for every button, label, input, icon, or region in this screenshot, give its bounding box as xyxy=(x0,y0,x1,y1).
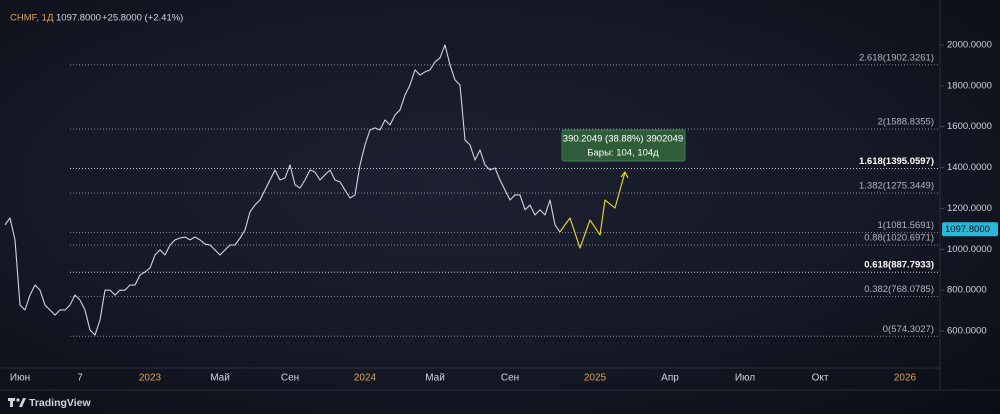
fib-label: 0.618(887.7933) xyxy=(864,260,934,271)
fib-label: 2(1588.8355) xyxy=(877,116,934,127)
x-tick-label: 2024 xyxy=(354,373,377,384)
measure-line2: Бары: 104, 104д xyxy=(587,148,659,159)
brand: TradingView xyxy=(29,397,91,409)
symbol: CHMF, 1Д xyxy=(10,13,54,24)
fib-label: 1.382(1275.3449) xyxy=(859,181,934,192)
last-price-label: 1097.8000 xyxy=(945,224,990,235)
x-tick-label: Июл xyxy=(735,373,755,384)
y-tick-label: 800.0000 xyxy=(947,285,987,296)
last-price-badge xyxy=(942,222,998,237)
x-tick-label: Апр xyxy=(661,373,679,384)
x-tick-label: Май xyxy=(425,373,445,384)
arrow-head xyxy=(620,171,629,179)
fib-label: 0.382(768.0785) xyxy=(864,284,934,295)
fib-label: 1(1081.5691) xyxy=(877,220,934,231)
x-tick-label: Июн xyxy=(10,373,30,384)
change: +25.8000 (+2.41%) xyxy=(102,13,183,24)
y-tick-label: 1200.0000 xyxy=(947,203,992,214)
x-tick-label: Окт xyxy=(812,373,829,384)
x-tick-label: 7 xyxy=(77,373,83,384)
x-tick-label: Май xyxy=(210,373,230,384)
fib-label: 0.88(1020.6971) xyxy=(864,233,934,244)
fib-label: 1.618(1395.0597) xyxy=(859,156,934,167)
fib-label: 2.618(1902.3261) xyxy=(859,52,934,63)
x-tick-label: 2025 xyxy=(584,373,607,384)
x-tick-label: 2026 xyxy=(894,373,917,384)
y-tick-label: 1400.0000 xyxy=(947,162,992,173)
x-tick-label: 2023 xyxy=(139,373,162,384)
price: 1097.8000 xyxy=(56,13,101,24)
y-tick-label: 1600.0000 xyxy=(947,121,992,132)
y-tick-label: 600.0000 xyxy=(947,326,987,337)
price-line xyxy=(559,171,626,249)
price-line xyxy=(4,44,561,336)
x-tick-label: Сен xyxy=(501,373,519,384)
y-tick-label: 2000.0000 xyxy=(947,39,992,50)
logo xyxy=(8,398,26,407)
measure-box xyxy=(561,129,686,162)
x-tick-label: Сен xyxy=(281,373,299,384)
fib-label: 0(574.3027) xyxy=(883,324,934,335)
measure-line1: 390.2049 (38.88%) 3902049 xyxy=(563,134,683,145)
y-tick-label: 1000.0000 xyxy=(947,244,992,255)
y-tick-label: 1800.0000 xyxy=(947,80,992,91)
